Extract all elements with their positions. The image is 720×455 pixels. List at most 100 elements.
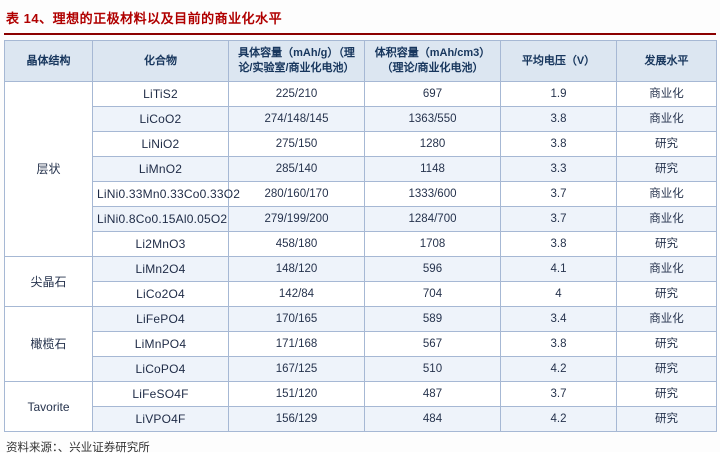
cell-development-level: 研究 [616,281,717,307]
cell-specific-capacity: 167/125 [228,356,365,382]
cell-average-voltage: 3.3 [500,156,617,182]
cell-compound: LiTiS2 [92,81,229,107]
cell-development-level: 研究 [616,131,717,157]
cell-volumetric-capacity: 589 [364,306,501,332]
cell-volumetric-capacity: 704 [364,281,501,307]
cell-specific-capacity: 458/180 [228,231,365,257]
cell-specific-capacity: 156/129 [228,406,365,432]
cell-volumetric-capacity: 1148 [364,156,501,182]
cell-specific-capacity: 274/148/145 [228,106,365,132]
cell-compound: LiCoO2 [92,106,229,132]
cell-specific-capacity: 280/160/170 [228,181,365,207]
cell-compound: LiMn2O4 [92,256,229,282]
cell-average-voltage: 4.2 [500,406,617,432]
header-compound: 化合物 [92,40,229,82]
cell-volumetric-capacity: 1280 [364,131,501,157]
cell-development-level: 研究 [616,231,717,257]
cell-crystal-structure: 尖晶石 [4,256,93,307]
table-row: LiMnO2 285/140 1148 3.3 研究 [5,156,717,182]
cell-development-level: 商业化 [616,106,717,132]
cell-specific-capacity: 148/120 [228,256,365,282]
header-crystal-structure: 晶体结构 [4,40,93,82]
table-row: LiCoO2 274/148/145 1363/550 3.8 商业化 [5,106,717,132]
cell-specific-capacity: 142/84 [228,281,365,307]
cell-average-voltage: 3.8 [500,231,617,257]
cell-average-voltage: 3.4 [500,306,617,332]
cell-volumetric-capacity: 567 [364,331,501,357]
cell-volumetric-capacity: 596 [364,256,501,282]
header-row: 晶体结构 化合物 具体容量（mAh/g）（理论/实验室/商业化电池） 体积容量（… [4,40,717,82]
cell-compound: LiCo2O4 [92,281,229,307]
header-average-voltage: 平均电压（V） [500,40,617,82]
table-row: 层状 LiTiS2 225/210 697 1.9 商业化 [4,81,717,257]
table-body: 层状 LiTiS2 225/210 697 1.9 商业化 LiCoO2 274/148/14… [4,81,717,432]
cell-development-level: 商业化 [616,206,717,232]
cell-specific-capacity: 171/168 [228,331,365,357]
cell-specific-capacity: 170/165 [228,306,365,332]
cell-volumetric-capacity: 1363/550 [364,106,501,132]
header-specific-capacity: 具体容量（mAh/g）（理论/实验室/商业化电池） [228,40,365,82]
cell-development-level: 研究 [616,406,717,432]
cell-volumetric-capacity: 697 [364,81,501,107]
cell-development-level: 商业化 [616,256,717,282]
cell-average-voltage: 3.7 [500,381,617,407]
cell-compound: LiFePO4 [92,306,229,332]
cell-average-voltage: 3.8 [500,106,617,132]
cathode-materials-table: 晶体结构 化合物 具体容量（mAh/g）（理论/实验室/商业化电池） 体积容量（… [4,40,717,432]
cell-crystal-structure: Tavorite [4,381,93,432]
cell-crystal-structure: 橄榄石 [4,306,93,382]
cell-compound: LiNiO2 [92,131,229,157]
cell-compound: LiCoPO4 [92,356,229,382]
cell-average-voltage: 4.1 [500,256,617,282]
table-row: LiNi0.33Mn0.33Co0.33O2 280/160/170 1333/60… [5,181,717,207]
cell-development-level: 研究 [616,381,717,407]
cell-specific-capacity: 275/150 [228,131,365,157]
cell-average-voltage: 4.2 [500,356,617,382]
cell-development-level: 研究 [616,156,717,182]
cell-average-voltage: 3.7 [500,206,617,232]
table-row: LiVPO4F 156/129 484 4.2 研究 [5,406,717,432]
cell-volumetric-capacity: 510 [364,356,501,382]
cell-specific-capacity: 151/120 [228,381,365,407]
cell-volumetric-capacity: 487 [364,381,501,407]
cell-compound: LiVPO4F [92,406,229,432]
cell-development-level: 商业化 [616,306,717,332]
cell-specific-capacity: 279/199/200 [228,206,365,232]
table-row: LiNi0.8Co0.15Al0.05O2 279/199/200 1284/700… [5,206,717,232]
cell-average-voltage: 3.8 [500,131,617,157]
cell-volumetric-capacity: 1708 [364,231,501,257]
table-title-bar: 表 14、理想的正极材料以及目前的商业化水平 [4,4,716,35]
header-volumetric-capacity: 体积容量（mAh/cm3）（理论/商业化电池） [364,40,501,82]
table-row: Li2MnO3 458/180 1708 3.8 研究 [5,231,717,257]
cell-average-voltage: 3.8 [500,331,617,357]
cell-specific-capacity: 225/210 [228,81,365,107]
table-row: Tavorite LiFeSO4F 151/120 487 3.7 研究 [4,381,717,432]
cell-development-level: 研究 [616,331,717,357]
cell-specific-capacity: 285/140 [228,156,365,182]
table-row: 尖晶石 LiMn2O4 148/120 596 4.1 商业化 [4,256,717,307]
table-row: LiCo2O4 142/84 704 4 研究 [5,281,717,307]
cell-volumetric-capacity: 1333/600 [364,181,501,207]
cell-volumetric-capacity: 484 [364,406,501,432]
source-note: 资料来源：、兴业证券研究所 [6,442,150,454]
header-development-level: 发展水平 [616,40,717,82]
table-row: 橄榄石 LiFePO4 170/165 589 3.4 商业化 [4,306,717,382]
cell-average-voltage: 1.9 [500,81,617,107]
cell-development-level: 商业化 [616,81,717,107]
cell-average-voltage: 3.7 [500,181,617,207]
cell-compound: Li2MnO3 [92,231,229,257]
table-header: 晶体结构 化合物 具体容量（mAh/g）（理论/实验室/商业化电池） 体积容量（… [4,40,717,82]
table-row: LiCoPO4 167/125 510 4.2 研究 [5,356,717,382]
cell-compound: LiFeSO4F [92,381,229,407]
cell-development-level: 商业化 [616,181,717,207]
cell-compound: LiNi0.8Co0.15Al0.05O2 [92,206,229,232]
cell-compound: LiMnPO4 [92,331,229,357]
cell-compound: LiNi0.33Mn0.33Co0.33O2 [92,181,240,207]
cell-development-level: 研究 [616,356,717,382]
table-row: LiNiO2 275/150 1280 3.8 研究 [5,131,717,157]
table-row: LiMnPO4 171/168 567 3.8 研究 [5,331,717,357]
cell-average-voltage: 4 [500,281,617,307]
cell-volumetric-capacity: 1284/700 [364,206,501,232]
cell-compound: LiMnO2 [92,156,229,182]
